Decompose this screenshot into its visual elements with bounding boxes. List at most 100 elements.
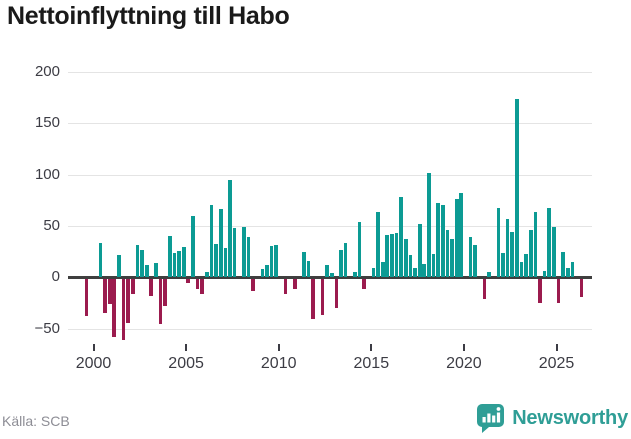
bar (547, 208, 552, 278)
bar (191, 215, 195, 278)
bar (440, 205, 445, 278)
plot-area (68, 60, 592, 355)
bar (454, 199, 459, 278)
bar (232, 227, 237, 278)
bar (533, 211, 538, 278)
x-tick-label: 2020 (446, 355, 482, 372)
bar (422, 263, 427, 278)
bar (140, 249, 144, 278)
bar (251, 278, 255, 291)
bar (181, 247, 186, 278)
bar (177, 250, 181, 278)
bar (436, 203, 441, 278)
x-tick-mark (462, 344, 465, 351)
bar (408, 254, 413, 278)
bar (357, 221, 362, 278)
bar (459, 193, 464, 278)
bar (205, 272, 209, 278)
x-tick-label: 2025 (538, 355, 575, 372)
bar (362, 278, 366, 289)
bar (84, 278, 89, 316)
bar (228, 179, 232, 278)
bar (158, 278, 163, 324)
bar (515, 98, 519, 278)
bar (538, 278, 542, 304)
bar (130, 278, 135, 295)
x-tick-label: 2000 (75, 355, 112, 372)
bar (172, 252, 177, 278)
y-tick-label: −50 (34, 319, 60, 337)
bar (214, 244, 218, 278)
bar (413, 267, 417, 278)
bar (311, 278, 316, 319)
x-tick-mark (370, 344, 373, 351)
y-tick-label: 150 (34, 114, 60, 132)
bar (117, 254, 121, 278)
bar (292, 278, 297, 289)
bar (242, 226, 246, 278)
bar (343, 243, 348, 278)
y-tick-label: 50 (43, 216, 60, 234)
bar (399, 197, 404, 278)
x-tick-label: 2015 (353, 355, 390, 372)
bar (121, 278, 126, 341)
bar (501, 252, 505, 278)
bar (427, 172, 431, 278)
bar (195, 278, 200, 289)
bar (98, 243, 103, 278)
bar (496, 208, 501, 278)
bar (417, 223, 422, 278)
bar (269, 246, 274, 278)
gridline (68, 72, 592, 73)
bar (570, 261, 575, 278)
bar (265, 264, 269, 278)
gridline (68, 225, 592, 227)
bar (556, 278, 561, 304)
bar (126, 278, 131, 323)
y-tick-label: 0 (51, 268, 60, 286)
bar (135, 245, 140, 278)
bar (223, 248, 228, 278)
bar (167, 236, 172, 278)
bar (325, 264, 329, 278)
x-tick-label: 2005 (168, 355, 204, 372)
gridline (68, 328, 592, 330)
bar (154, 262, 158, 278)
bar (339, 249, 343, 278)
x-tick-mark (277, 344, 280, 351)
bar (542, 271, 547, 278)
x-tick-mark (92, 344, 95, 351)
bar (112, 278, 117, 338)
bar (218, 209, 223, 278)
bar (149, 278, 154, 297)
bar (283, 278, 288, 295)
bar (334, 278, 339, 309)
gridline (68, 123, 592, 125)
bar (144, 264, 149, 278)
bar (376, 211, 380, 278)
bar (260, 268, 265, 278)
bar (510, 232, 515, 278)
bar (390, 234, 394, 278)
bar (445, 230, 450, 278)
bar (519, 261, 524, 278)
chart-title: Nettoinflyttning till Habo (7, 2, 290, 30)
newsworthy-wordmark: Newsworthy (512, 406, 628, 429)
bar (524, 253, 528, 278)
gridline (68, 174, 592, 176)
bar (403, 239, 408, 278)
bar (186, 278, 191, 283)
bar (565, 267, 570, 278)
bar (302, 251, 306, 278)
bar (329, 273, 334, 278)
bar (487, 272, 491, 278)
x-tick-mark (555, 344, 558, 351)
bar (468, 237, 473, 278)
bar-chart: 200 150 100 50 0 −50 2000 2005 2010 2015 2020 2025 (34, 60, 592, 372)
bar (200, 278, 205, 295)
bar (353, 272, 357, 278)
bar (163, 278, 168, 307)
bar (482, 278, 487, 300)
x-tick-mark (185, 344, 188, 351)
newsworthy-logo[interactable]: Newsworthy (476, 402, 628, 434)
